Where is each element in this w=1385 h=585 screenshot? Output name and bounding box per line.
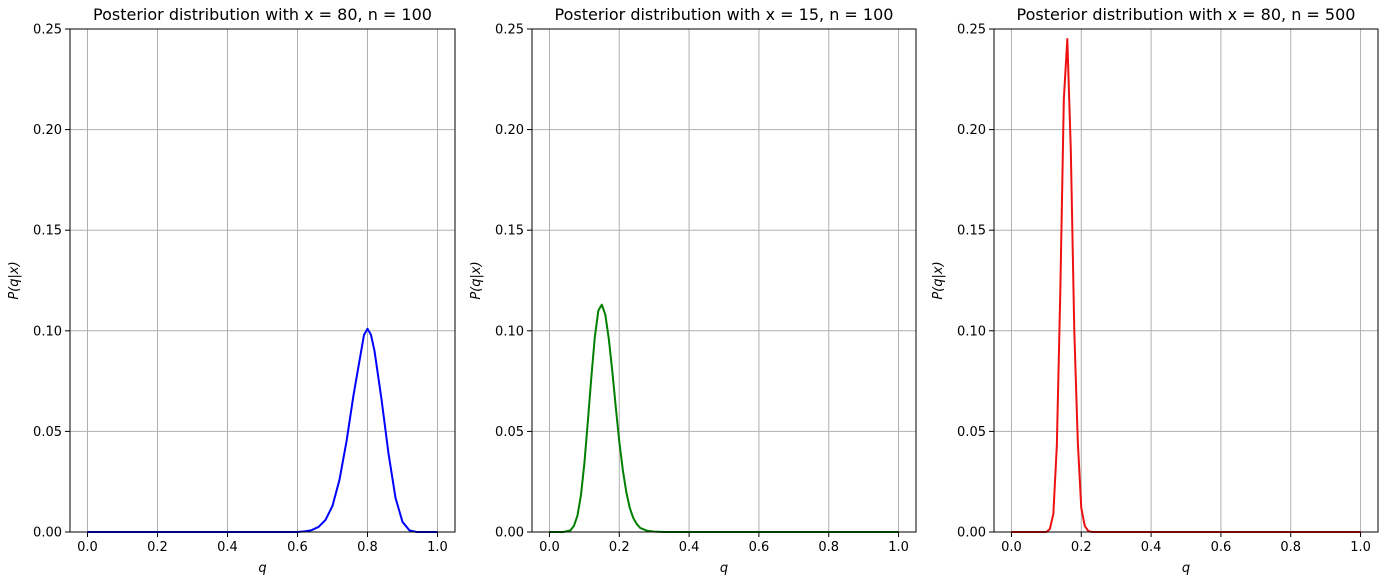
- y-tick-label: 0.15: [495, 224, 524, 239]
- y-tick-label: 0.20: [33, 123, 62, 138]
- y-tick-label: 0.10: [957, 324, 986, 339]
- x-tick-label: 0.2: [609, 540, 630, 555]
- y-axis-label: P(q|x): [7, 261, 22, 299]
- axes-frame: [993, 28, 1379, 533]
- x-tick-label: 0.0: [77, 540, 98, 555]
- y-tick-label: 0.15: [33, 224, 62, 239]
- x-tick-label: 1.0: [888, 540, 909, 555]
- y-tick-label: 0.15: [957, 224, 986, 239]
- subplot-x80-n500: 0.0 0.2 0.4 0.6 0.8 1.0 0.00 0.05 0.10 0.15 0.20 0.…: [931, 5, 1379, 576]
- y-tick-label: 0.25: [33, 23, 62, 38]
- x-tick-label: 0.4: [217, 540, 238, 555]
- x-tick-label: 1.0: [427, 540, 448, 555]
- x-tick-label: 0.6: [287, 540, 308, 555]
- y-tick-label: 0.05: [33, 425, 62, 440]
- x-tick-label: 0.8: [357, 540, 378, 555]
- y-tick-label: 0.10: [495, 324, 524, 339]
- subplot-x15-n100: 0.0 0.2 0.4 0.6 0.8 1.0 0.00 0.05 0.10 0.15 0.20 0.…: [469, 5, 917, 576]
- y-tick-label: 0.00: [33, 526, 62, 541]
- y-tick-label: 0.10: [33, 324, 62, 339]
- posterior-line: [87, 327, 438, 533]
- x-tick-label: 0.6: [749, 540, 770, 555]
- y-tick-label: 0.00: [957, 526, 986, 541]
- x-tick-label: 1.0: [1350, 540, 1371, 555]
- x-tick-label: 0.0: [539, 540, 560, 555]
- chart-title: Posterior distribution with x = 80, n = …: [1017, 5, 1356, 24]
- y-tick-label: 0.05: [957, 425, 986, 440]
- x-tick-label: 0.8: [818, 540, 839, 555]
- y-tick-label: 0.20: [495, 123, 524, 138]
- x-axis-label: q: [258, 561, 266, 576]
- axes-frame: [531, 28, 917, 533]
- x-axis-label: q: [1182, 561, 1190, 576]
- x-tick-label: 0.4: [1141, 540, 1162, 555]
- y-axis-label: P(q|x): [469, 261, 484, 299]
- posterior-line: [549, 303, 899, 533]
- y-tick-label: 0.25: [957, 23, 986, 38]
- posterior-line: [1011, 38, 1361, 533]
- x-tick-label: 0.8: [1280, 540, 1301, 555]
- x-tick-label: 0.2: [147, 540, 168, 555]
- subplot-x80-n100: 0.0 0.2 0.4 0.6 0.8 1.0 0.00 0.05 0.10 0.15 0.20 0.…: [7, 5, 456, 576]
- chart-title: Posterior distribution with x = 80, n = …: [93, 5, 432, 24]
- y-axis-label: P(q|x): [931, 261, 946, 299]
- y-tick-label: 0.25: [495, 23, 524, 38]
- chart-title: Posterior distribution with x = 15, n = …: [555, 5, 894, 24]
- y-tick-label: 0.00: [495, 526, 524, 541]
- y-tick-label: 0.20: [957, 123, 986, 138]
- axes-frame: [69, 28, 456, 533]
- x-axis-label: q: [720, 561, 728, 576]
- x-tick-label: 0.4: [679, 540, 700, 555]
- x-tick-label: 0.2: [1071, 540, 1092, 555]
- x-tick-label: 0.0: [1001, 540, 1022, 555]
- y-tick-label: 0.05: [495, 425, 524, 440]
- x-tick-label: 0.6: [1211, 540, 1232, 555]
